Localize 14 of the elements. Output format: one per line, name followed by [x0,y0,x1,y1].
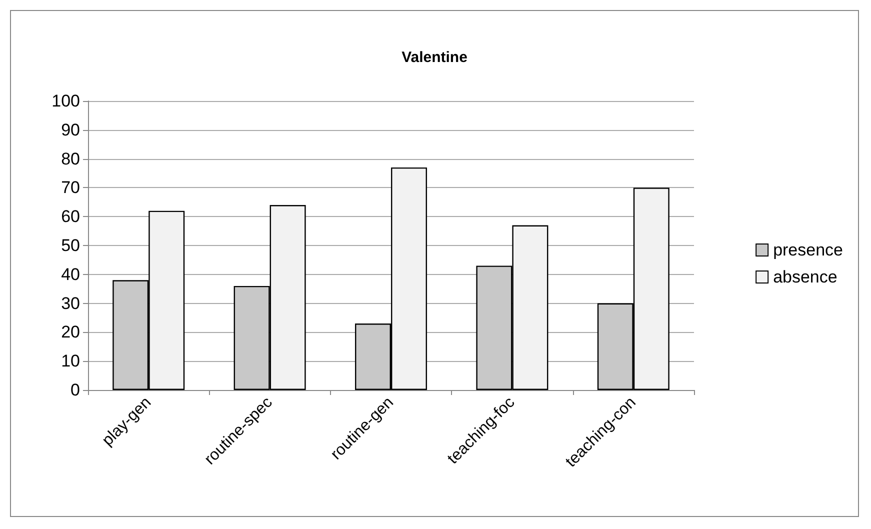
y-tick-label: 80 [61,149,80,168]
y-tick-label: 70 [61,178,80,198]
y-tick-label: 60 [61,207,80,226]
legend-label: presence [773,240,844,260]
y-tick-label: 40 [61,264,80,284]
y-tick-label: 20 [61,322,80,342]
y-tick-label: 100 [52,92,80,110]
chart-title: Valentine [402,49,468,66]
y-tick-label: 30 [61,294,80,313]
y-tick-label: 10 [61,352,80,371]
y-tick-label: 0 [70,380,80,400]
legend-label: absence [773,268,838,286]
y-tick-label: 90 [61,120,80,140]
y-tick-label: 50 [61,236,80,255]
